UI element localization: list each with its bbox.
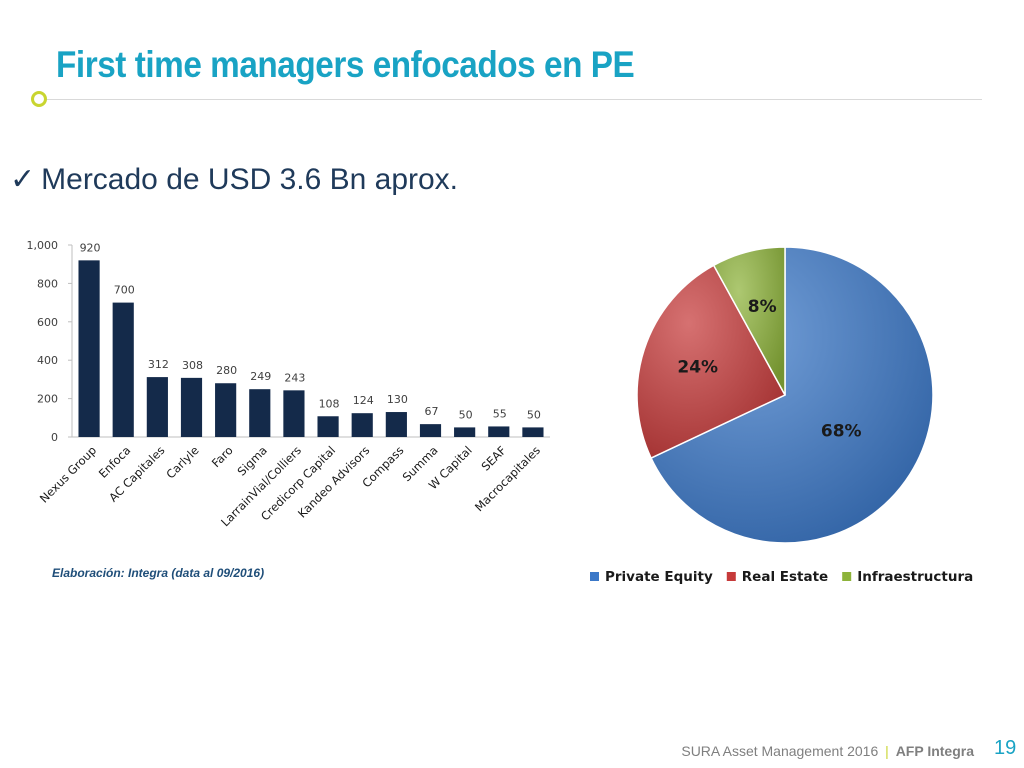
bar <box>283 390 305 437</box>
source-note: Elaboración: Integra (data al 09/2016) <box>52 566 265 580</box>
pie-slice <box>650 246 934 544</box>
bar-value-label: 124 <box>353 394 374 407</box>
bar <box>112 302 134 437</box>
y-tick-label: 0 <box>51 431 58 444</box>
bar <box>146 377 168 437</box>
y-tick-label: 400 <box>37 354 58 367</box>
legend-swatch <box>842 572 852 581</box>
title-divider <box>44 99 982 100</box>
y-tick-label: 200 <box>37 393 58 406</box>
bar <box>78 260 100 437</box>
bar <box>419 424 442 437</box>
bar-value-label: 312 <box>148 358 169 371</box>
bar <box>351 413 373 437</box>
footer-brand: AFP Integra <box>895 743 974 759</box>
bar <box>215 383 237 437</box>
bar-value-label: 50 <box>459 408 473 421</box>
bar-value-label: 280 <box>216 364 237 377</box>
bar-value-label: 50 <box>527 408 541 421</box>
bar <box>249 389 271 437</box>
footer: SURA Asset Management 2016 | AFP Integra <box>681 743 974 759</box>
bar <box>385 412 407 437</box>
y-tick-label: 600 <box>37 316 58 329</box>
page-number: 19 <box>994 737 1017 759</box>
checkmark-icon: ✓ <box>10 162 36 197</box>
pie-value-label: 68% <box>821 422 862 442</box>
y-tick-label: 800 <box>37 277 58 290</box>
bar-value-label: 700 <box>114 284 135 297</box>
pie-slice <box>712 246 786 396</box>
bar <box>488 426 510 437</box>
pie-value-label: 8% <box>748 297 777 317</box>
bar <box>317 416 339 437</box>
bar-value-label: 249 <box>250 370 271 383</box>
legend-label: Infraestructura <box>857 569 973 585</box>
x-tick-label: Carlyle <box>163 443 201 481</box>
bar-value-label: 920 <box>80 241 101 254</box>
pie-slice <box>636 264 787 460</box>
bar-value-label: 308 <box>182 359 203 372</box>
ring-bullet-icon <box>31 91 47 107</box>
bar-value-label: 55 <box>493 407 507 420</box>
footer-company: SURA Asset Management 2016 <box>681 743 879 759</box>
bar-value-label: 108 <box>319 397 340 410</box>
legend-label: Real Estate <box>742 569 828 585</box>
bar <box>180 377 203 437</box>
y-tick-label: 1,000 <box>27 239 59 252</box>
legend-swatch <box>726 572 736 581</box>
subtitle-row: ✓ Mercado de USD 3.6 Bn aprox. <box>10 162 458 197</box>
bar <box>454 427 476 437</box>
bar-value-label: 243 <box>284 371 305 384</box>
bar-value-label: 130 <box>387 393 408 406</box>
subtitle: Mercado de USD 3.6 Bn aprox. <box>41 162 459 196</box>
x-tick-label: Nexus Group <box>37 443 99 505</box>
footer-separator: | <box>885 743 889 759</box>
pie-value-label: 24% <box>677 358 718 378</box>
x-tick-label: Faro <box>209 443 236 470</box>
legend-label: Private Equity <box>605 569 713 585</box>
x-tick-label: SEAF <box>478 443 508 473</box>
bar-value-label: 67 <box>425 405 439 418</box>
pie-chart: 68% 24% 8% Private Equity Real Estate Infraes… <box>590 246 973 585</box>
slide-title: First time managers enfocados en PE <box>56 44 635 85</box>
bar <box>522 427 544 437</box>
legend-swatch <box>590 572 599 581</box>
